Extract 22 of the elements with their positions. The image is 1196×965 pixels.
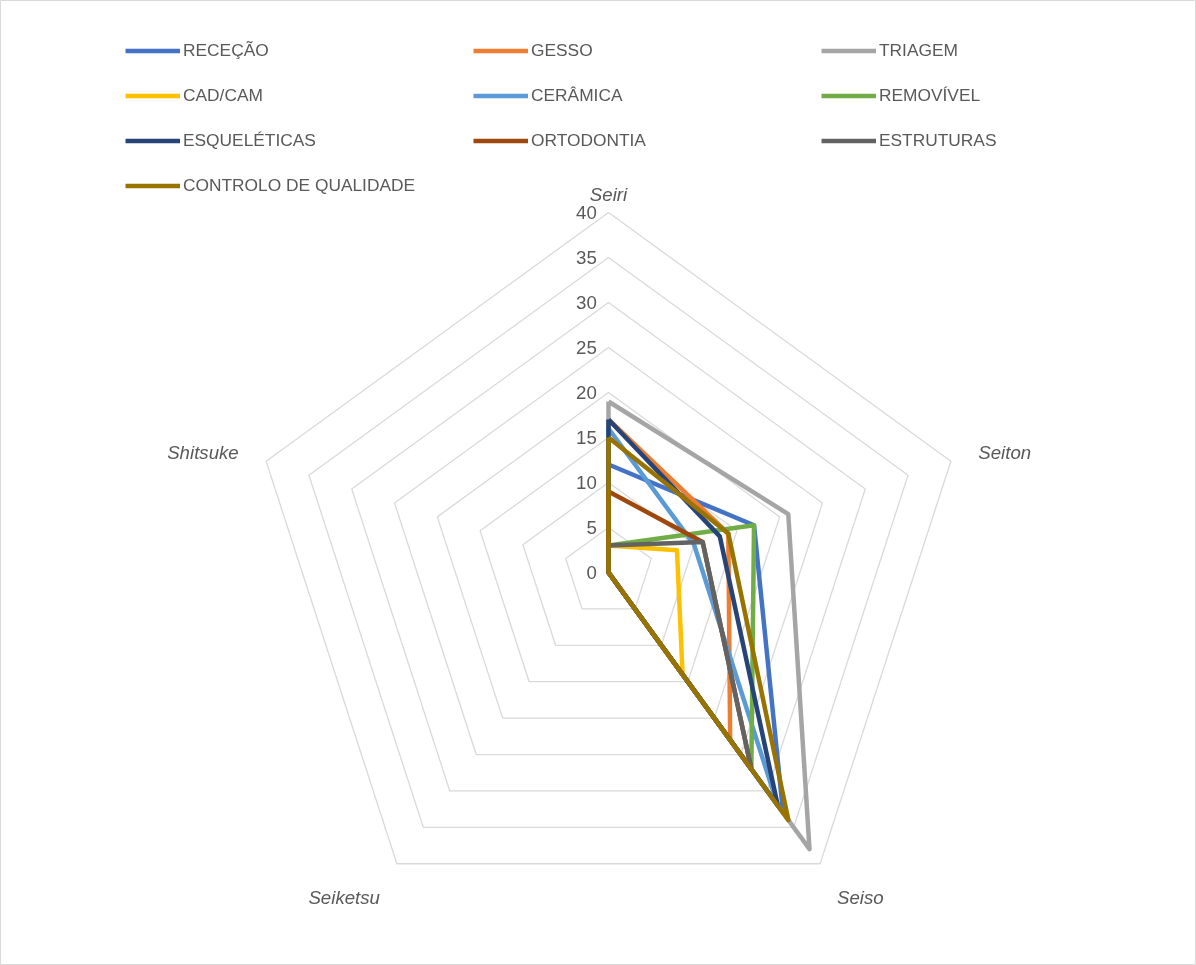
y-tick-label: 15 xyxy=(576,427,597,448)
legend-label: ORTODONTIA xyxy=(531,129,647,152)
y-tick-label: 0 xyxy=(586,562,597,583)
legend-label: RECEÇÃO xyxy=(183,39,270,62)
spoke-label: Seiso xyxy=(837,887,884,909)
legend-label: CERÂMICA xyxy=(531,84,624,107)
spoke-label: Seiton xyxy=(978,441,1032,463)
y-tick-label: 25 xyxy=(576,337,597,358)
y-tick-label: 10 xyxy=(576,472,597,493)
legend-label: CONTROLO DE QUALIDADE xyxy=(183,174,417,197)
legend-label: GESSO xyxy=(531,39,594,62)
y-tick-label: 35 xyxy=(576,247,597,268)
y-tick-label: 20 xyxy=(576,382,597,403)
legend-label: ESTRUTURAS xyxy=(879,129,998,152)
spoke-label: Shitsuke xyxy=(167,441,239,463)
y-tick-label: 5 xyxy=(586,517,597,538)
y-tick-label: 30 xyxy=(576,292,597,313)
legend-label: REMOVÍVEL xyxy=(879,84,982,107)
legend-label: TRIAGEM xyxy=(879,39,959,62)
spoke-label: Seiketsu xyxy=(308,887,380,909)
legend-label: CAD/CAM xyxy=(183,84,264,107)
legend-label: ESQUELÉTICAS xyxy=(183,129,317,152)
